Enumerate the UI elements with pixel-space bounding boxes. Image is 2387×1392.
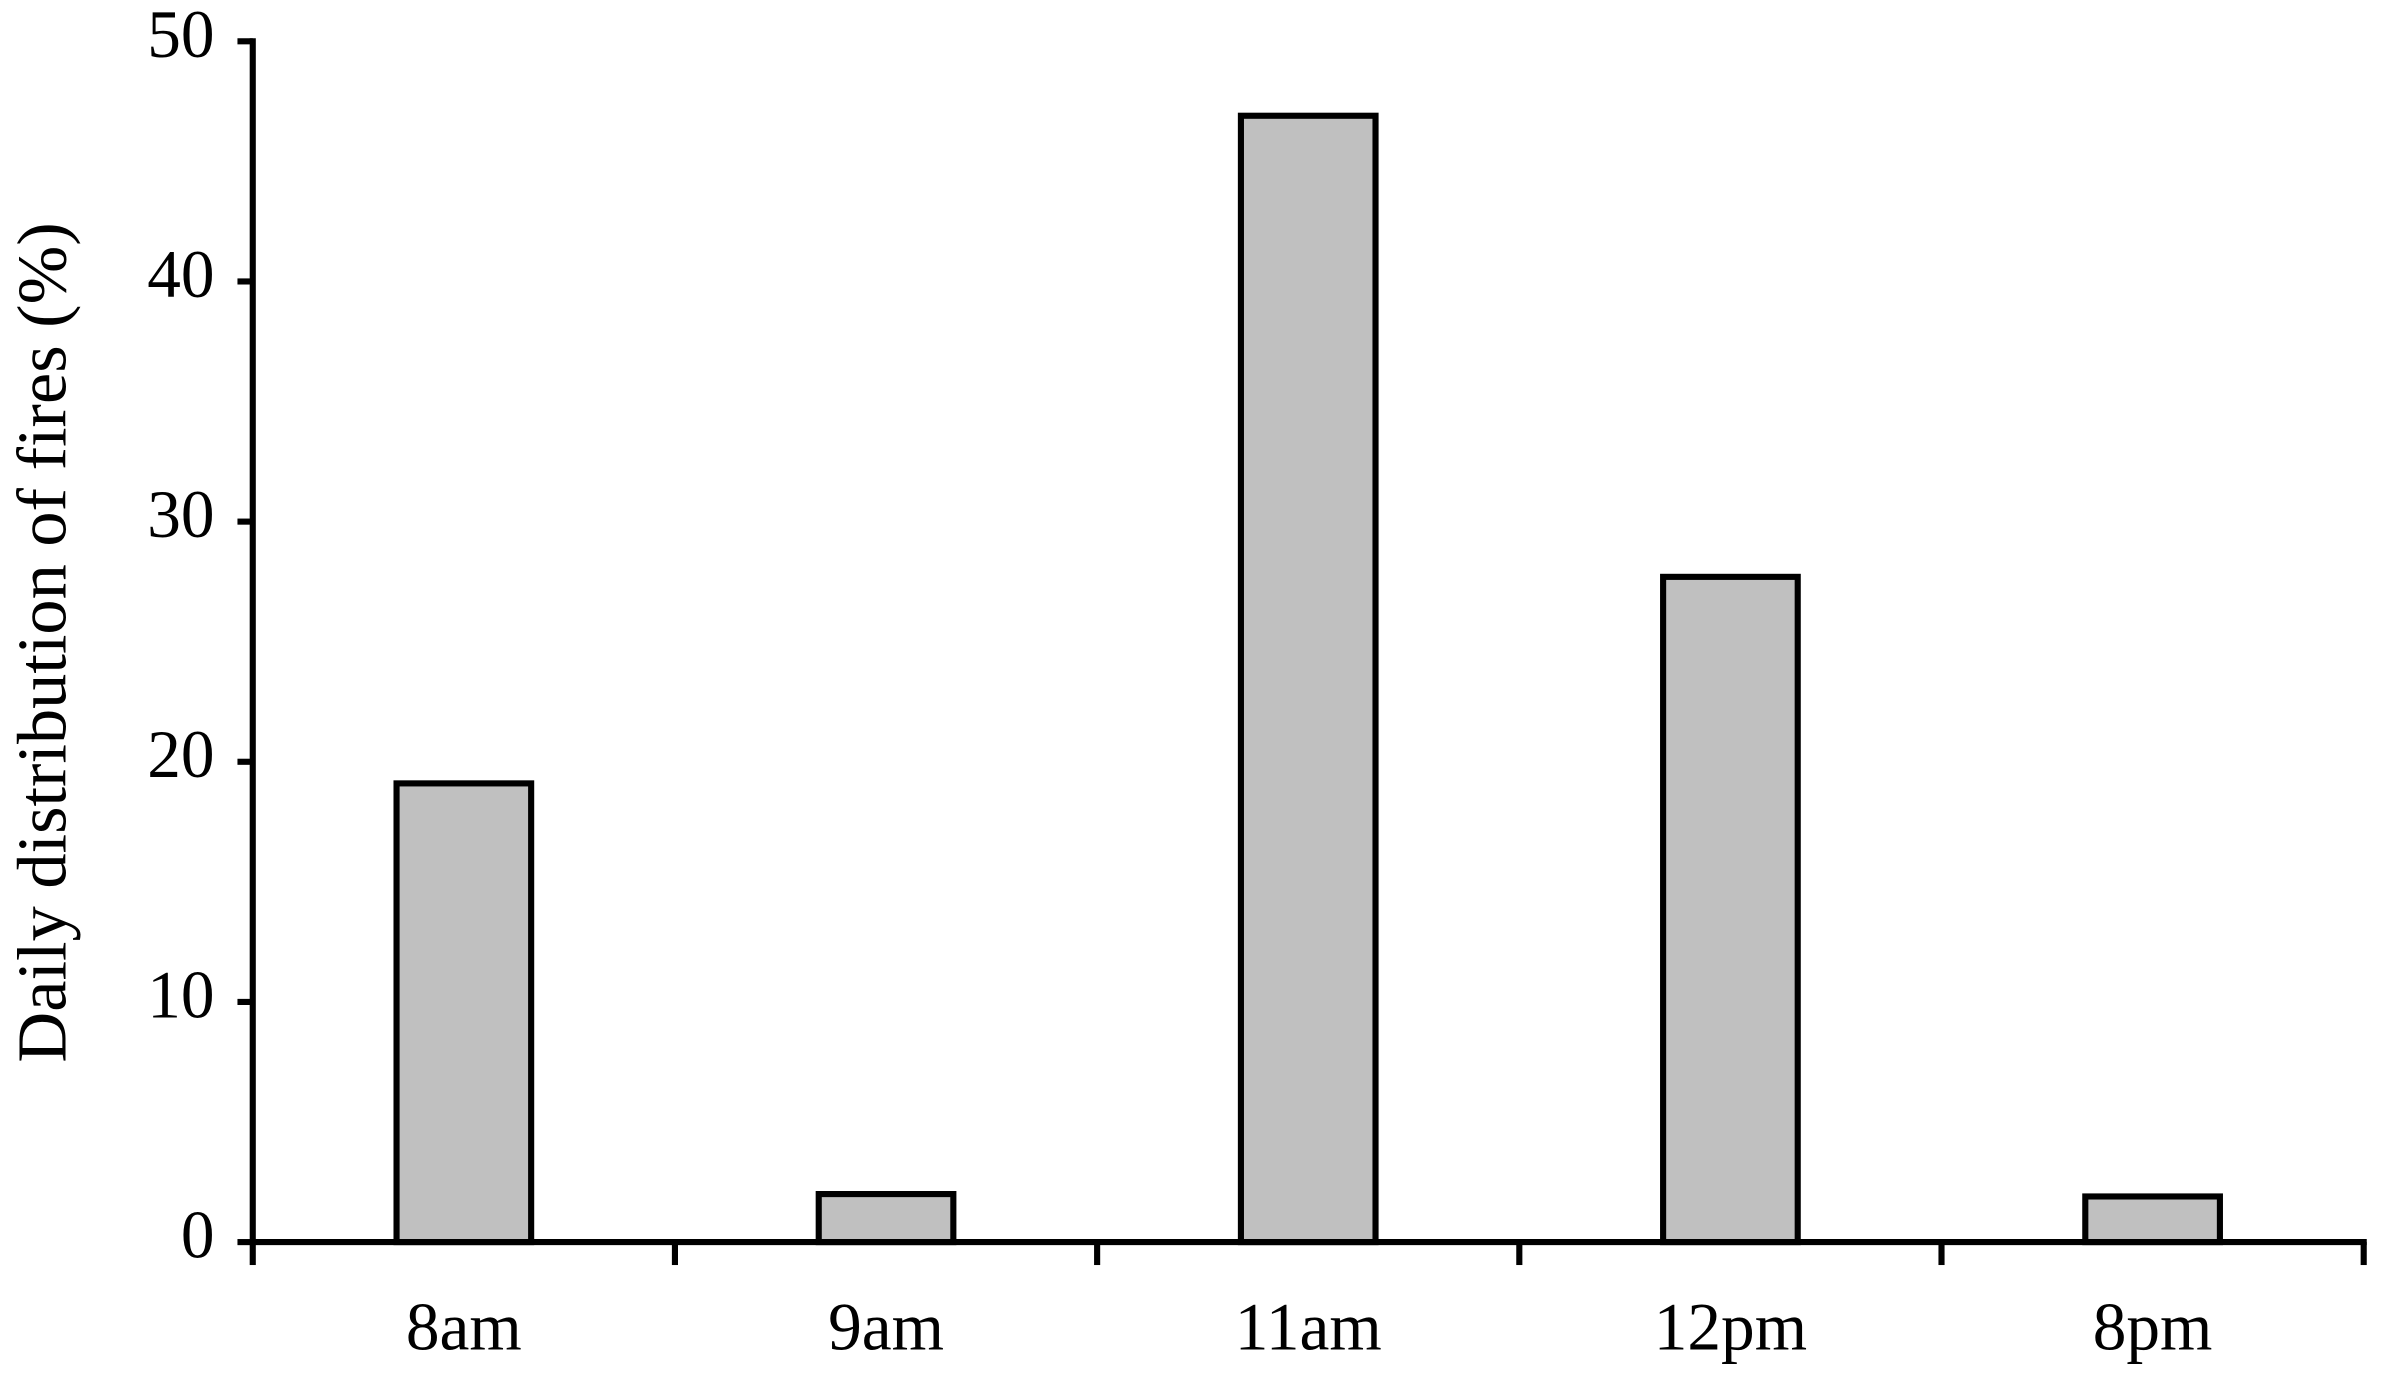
- y-tick-label: 30: [147, 477, 214, 552]
- bar: [815, 1191, 957, 1246]
- x-tick-label: 8pm: [2093, 1289, 2213, 1364]
- y-tick-label: 10: [147, 957, 214, 1032]
- bar: [1237, 112, 1379, 1246]
- x-tick-label: 9am: [828, 1289, 944, 1364]
- y-tick-label: 0: [181, 1198, 215, 1273]
- bar: [2082, 1193, 2223, 1246]
- y-tick-label: 20: [147, 717, 214, 792]
- y-axis-label: Daily distribution of fires (%): [3, 222, 81, 1062]
- x-tick-label: 12pm: [1654, 1289, 1807, 1364]
- y-tick-label: 40: [147, 237, 214, 312]
- x-tick-label: 11am: [1235, 1289, 1382, 1364]
- bar: [1660, 573, 1801, 1246]
- y-tick-label: 50: [147, 0, 214, 72]
- bar: [393, 780, 535, 1246]
- x-tick-label: 8am: [406, 1289, 522, 1364]
